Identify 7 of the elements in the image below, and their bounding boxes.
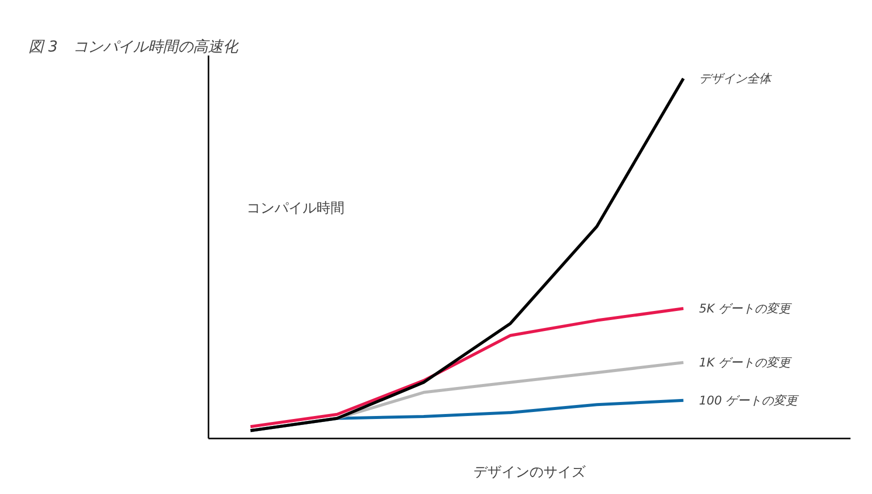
chart-title: 図 3 コンパイル時間の高速化 — [28, 38, 239, 56]
series-label: デザイン全体 — [698, 72, 773, 86]
series-label: 5K ゲートの変更 — [698, 302, 792, 316]
y-axis-title: コンパイル時間 — [246, 200, 344, 216]
series-label: 1K ゲートの変更 — [698, 356, 792, 370]
x-axis-title: デザインのサイズ — [474, 464, 586, 480]
series-label: 100 ゲートの変更 — [698, 393, 800, 408]
